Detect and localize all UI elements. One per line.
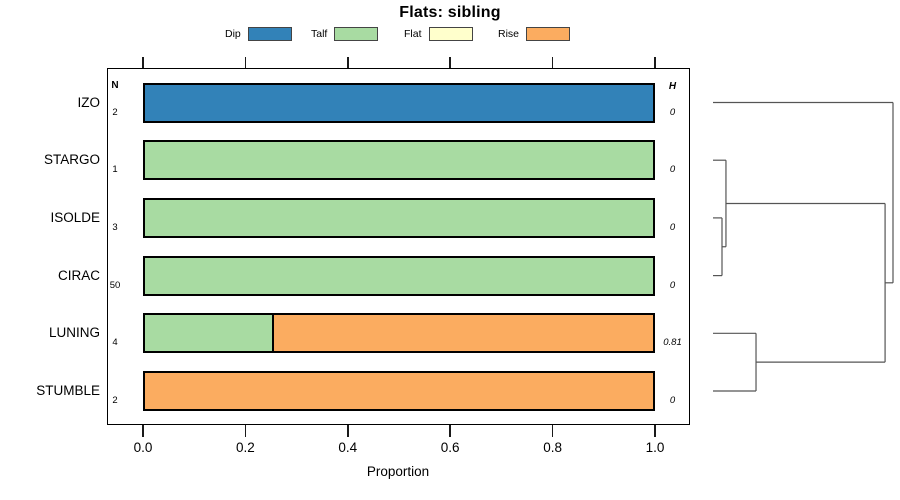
- row-label-luning: LUNING: [48, 325, 100, 341]
- stacked-bar-stargo: [143, 140, 655, 181]
- row-label-cirac: CIRAC: [57, 267, 100, 283]
- x-tick-bottom: [347, 425, 349, 437]
- h-value: 0: [669, 395, 676, 406]
- bar-segment-talf: [145, 315, 272, 352]
- legend-label: Flat: [404, 27, 422, 40]
- stacked-bar-stumble: [143, 371, 655, 411]
- legend-item-talf: Talf: [311, 26, 379, 41]
- row-label-stumble: STUMBLE: [36, 383, 100, 398]
- x-tick-bottom: [244, 425, 247, 437]
- legend-label: Talf: [311, 27, 328, 40]
- row-label-isolde: ISOLDE: [50, 209, 100, 225]
- n-value: 1: [112, 164, 118, 176]
- legend-swatch-talf: [334, 26, 379, 41]
- legend-item-rise: Rise: [498, 26, 571, 41]
- x-axis-label: Proportion: [366, 464, 430, 479]
- chart-title: Flats: sibling: [399, 4, 501, 21]
- legend-swatch-rise: [526, 26, 571, 41]
- h-value: 0.81: [663, 337, 682, 349]
- bar-segment-talf: [145, 199, 653, 236]
- x-tick-bottom: [449, 425, 451, 437]
- stacked-bar-cirac: [143, 255, 655, 296]
- h-column-header: H: [668, 81, 677, 92]
- h-value: 0: [669, 279, 676, 291]
- x-tick-label: 0.2: [236, 440, 255, 455]
- x-tick-label: 0.6: [440, 440, 460, 455]
- x-tick-label: 0.4: [338, 440, 358, 455]
- n-column-header: N: [111, 80, 119, 91]
- plot-box: [107, 68, 690, 425]
- n-value: 4: [112, 337, 118, 349]
- bar-segment-rise: [145, 373, 653, 409]
- h-value: 0: [669, 221, 676, 233]
- stacked-bar-izo: [143, 82, 655, 123]
- legend-swatch-dip: [247, 26, 292, 41]
- x-tick-top: [551, 57, 554, 68]
- bar-segment-rise: [272, 315, 653, 352]
- bar-segment-talf: [145, 257, 653, 294]
- x-tick-bottom: [551, 425, 554, 437]
- stacked-bar-isolde: [143, 197, 655, 238]
- x-tick-bottom: [142, 425, 144, 437]
- legend-item-flat: Flat: [404, 26, 473, 41]
- x-tick-top: [142, 57, 144, 68]
- x-tick-top: [654, 57, 656, 68]
- x-tick-label: 0.0: [133, 440, 153, 455]
- n-value: 50: [109, 279, 121, 291]
- stacked-bar-luning: [143, 313, 655, 354]
- row-label-stargo: STARGO: [43, 152, 100, 168]
- x-tick-label: 1.0: [645, 440, 665, 455]
- x-tick-top: [449, 57, 451, 68]
- row-label-izo: IZO: [77, 94, 101, 110]
- n-value: 2: [112, 106, 118, 118]
- bar-segment-talf: [145, 142, 653, 179]
- legend-label: Dip: [225, 27, 241, 40]
- legend-swatch-flat: [428, 26, 473, 41]
- n-value: 2: [112, 395, 118, 406]
- n-value: 3: [112, 221, 118, 233]
- x-tick-top: [244, 57, 247, 68]
- h-value: 0: [669, 106, 676, 118]
- x-tick-top: [347, 57, 349, 68]
- legend-label: Rise: [498, 27, 520, 40]
- h-value: 0: [669, 164, 676, 176]
- x-tick-label: 0.8: [543, 440, 562, 455]
- x-tick-bottom: [654, 425, 656, 437]
- legend-item-dip: Dip: [225, 26, 292, 41]
- bar-segment-dip: [145, 84, 653, 121]
